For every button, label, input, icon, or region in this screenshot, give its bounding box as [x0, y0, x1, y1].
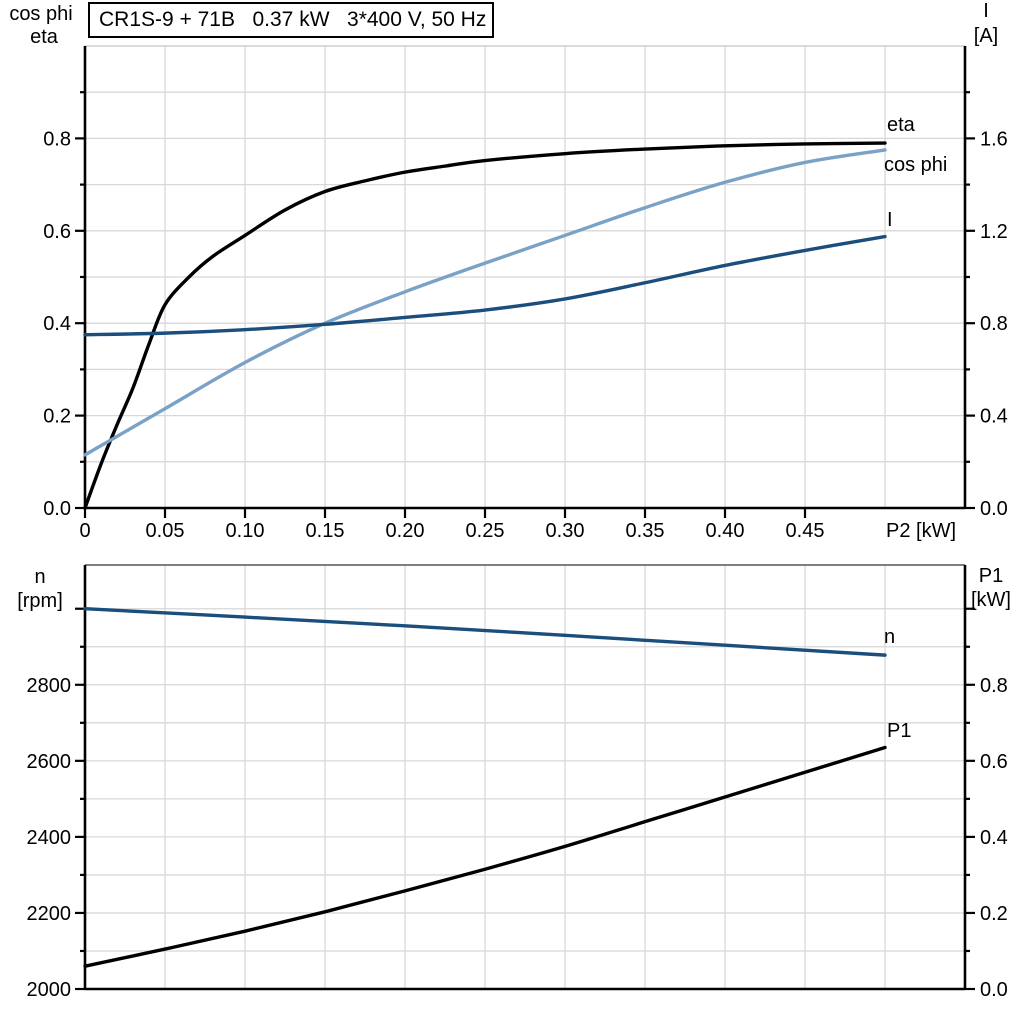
- svg-text:0.4: 0.4: [43, 313, 71, 335]
- svg-text:0.8: 0.8: [980, 675, 1008, 697]
- curve-label-P1: P1: [887, 720, 911, 742]
- tick-marks: [75, 91, 975, 518]
- svg-text:0.2: 0.2: [43, 406, 71, 428]
- svg-text:0.6: 0.6: [980, 751, 1008, 773]
- chart-title-text: CR1S-9 + 71B 0.37 kW 3*400 V, 50 Hz: [99, 8, 487, 31]
- svg-text:0.8: 0.8: [980, 313, 1008, 335]
- svg-text:I: I: [983, 0, 989, 22]
- svg-text:P1: P1: [979, 565, 1003, 587]
- svg-text:0.30: 0.30: [546, 520, 585, 542]
- svg-text:0.35: 0.35: [626, 520, 665, 542]
- curve-n: [83, 607, 887, 657]
- tick-labels: 2000 2200 2400 2600 2800 0.0 0.2 0.4 0.6 0.8: [27, 675, 1008, 1001]
- svg-text:0.2: 0.2: [980, 903, 1008, 925]
- curve-label-n: n: [884, 626, 895, 648]
- svg-text:cos phi: cos phi: [9, 3, 72, 25]
- curve-cos-phi: [83, 148, 887, 457]
- svg-text:0.10: 0.10: [226, 520, 265, 542]
- svg-text:0: 0: [79, 520, 90, 542]
- svg-text:0.4: 0.4: [980, 406, 1008, 428]
- curve-eta: [83, 141, 887, 510]
- svg-text:P2 [kW]: P2 [kW]: [886, 520, 956, 542]
- curve-P1: [83, 745, 887, 968]
- axis-titles: n[rpm] P1[kW]: [17, 565, 1011, 612]
- svg-text:[A]: [A]: [974, 25, 998, 47]
- svg-text:2400: 2400: [27, 827, 72, 849]
- tick-marks: [75, 607, 975, 991]
- svg-text:0.0: 0.0: [980, 498, 1008, 520]
- svg-text:0.6: 0.6: [43, 221, 71, 243]
- svg-text:0.40: 0.40: [706, 520, 745, 542]
- svg-text:[rpm]: [rpm]: [17, 590, 63, 612]
- svg-text:n: n: [34, 566, 45, 588]
- svg-text:eta: eta: [30, 26, 59, 48]
- svg-text:0.20: 0.20: [386, 520, 425, 542]
- curve-label-current: I: [887, 209, 893, 231]
- svg-text:0.8: 0.8: [43, 128, 71, 150]
- svg-text:0.45: 0.45: [786, 520, 825, 542]
- svg-text:0.15: 0.15: [306, 520, 345, 542]
- curve-label-cos-phi: cos phi: [884, 154, 947, 176]
- svg-text:2200: 2200: [27, 903, 72, 925]
- svg-text:0.25: 0.25: [466, 520, 505, 542]
- chart-speed-power: 200022002400260028000.00.20.40.60.8n[rpm…: [17, 564, 1011, 1001]
- svg-text:1.2: 1.2: [980, 221, 1008, 243]
- gridlines: [85, 565, 965, 989]
- gridlines: [85, 46, 965, 508]
- curve-current: [83, 234, 887, 337]
- svg-text:0.05: 0.05: [146, 520, 185, 542]
- curve-label-eta: eta: [887, 114, 916, 136]
- svg-text:0.0: 0.0: [980, 979, 1008, 1001]
- svg-text:2000: 2000: [27, 979, 72, 1001]
- tick-labels: 0.0 0.2 0.4 0.6 0.8 0.0 0.4 0.8 1.2 1.6 0 0.05 0.10 0…: [43, 128, 1008, 542]
- axes: [83, 565, 967, 991]
- svg-text:[kW]: [kW]: [971, 589, 1011, 611]
- svg-text:0.0: 0.0: [43, 498, 71, 520]
- chart-title-box: CR1S-9 + 71B 0.37 kW 3*400 V, 50 Hz: [88, 2, 494, 38]
- svg-text:2800: 2800: [27, 675, 72, 697]
- chart-motor-performance: 0.0 0.2 0.4 0.6 0.8 0.0 0.4 0.8 1.2 1.6 0 0.05 0.10 0…: [9, 0, 1008, 542]
- svg-text:1.6: 1.6: [980, 128, 1008, 150]
- svg-text:0.4: 0.4: [980, 827, 1008, 849]
- svg-text:2600: 2600: [27, 751, 72, 773]
